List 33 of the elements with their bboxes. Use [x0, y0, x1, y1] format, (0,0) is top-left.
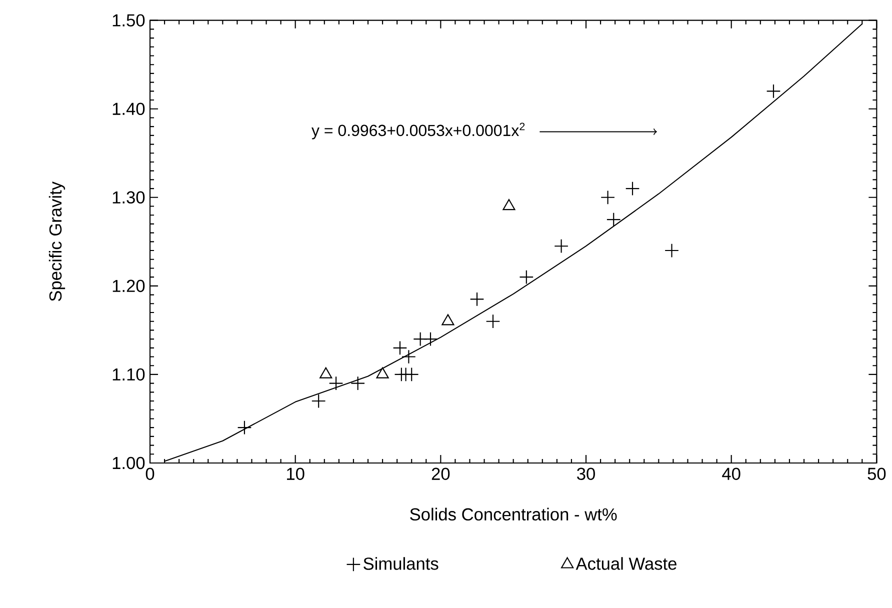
annotation: y = 0.9963+0.0053x+0.0001x$^{2}$ — [312, 122, 525, 140]
x-tick-label: 10 — [287, 468, 304, 480]
point — [350, 376, 366, 391]
x-tick-label: 20 — [432, 468, 450, 480]
point — [554, 238, 568, 254]
point — [404, 367, 419, 382]
point — [766, 84, 781, 98]
point — [600, 190, 616, 205]
x-tick-label: 50 — [868, 468, 886, 480]
y-tick-label: 1.30 — [112, 191, 145, 204]
point — [486, 314, 500, 329]
x-axis-title: Solids Concentration - wt% — [410, 508, 617, 521]
point — [502, 199, 516, 210]
point — [237, 420, 252, 435]
point — [664, 243, 679, 258]
y-tick-label: 1.50 — [112, 14, 145, 26]
x-tick-label: 40 — [722, 468, 740, 480]
point — [625, 181, 640, 196]
point — [311, 394, 326, 408]
y-tick-label: 1.20 — [112, 280, 145, 292]
point — [519, 270, 534, 284]
x-tick-label: 30 — [577, 468, 595, 480]
point — [606, 212, 621, 227]
point — [470, 292, 484, 306]
x-tick-label: 0 — [146, 468, 154, 480]
y-tick-label: 1.40 — [112, 102, 145, 116]
y-axis-title: Specific Gravity — [48, 182, 66, 302]
y-tick-label: 1.10 — [112, 368, 145, 381]
point — [328, 376, 344, 391]
legend-label: Actual Waste — [576, 557, 676, 570]
legend-label: Simulants — [364, 557, 438, 570]
point — [423, 332, 438, 346]
y-tick-label: 1.00 — [112, 456, 145, 470]
